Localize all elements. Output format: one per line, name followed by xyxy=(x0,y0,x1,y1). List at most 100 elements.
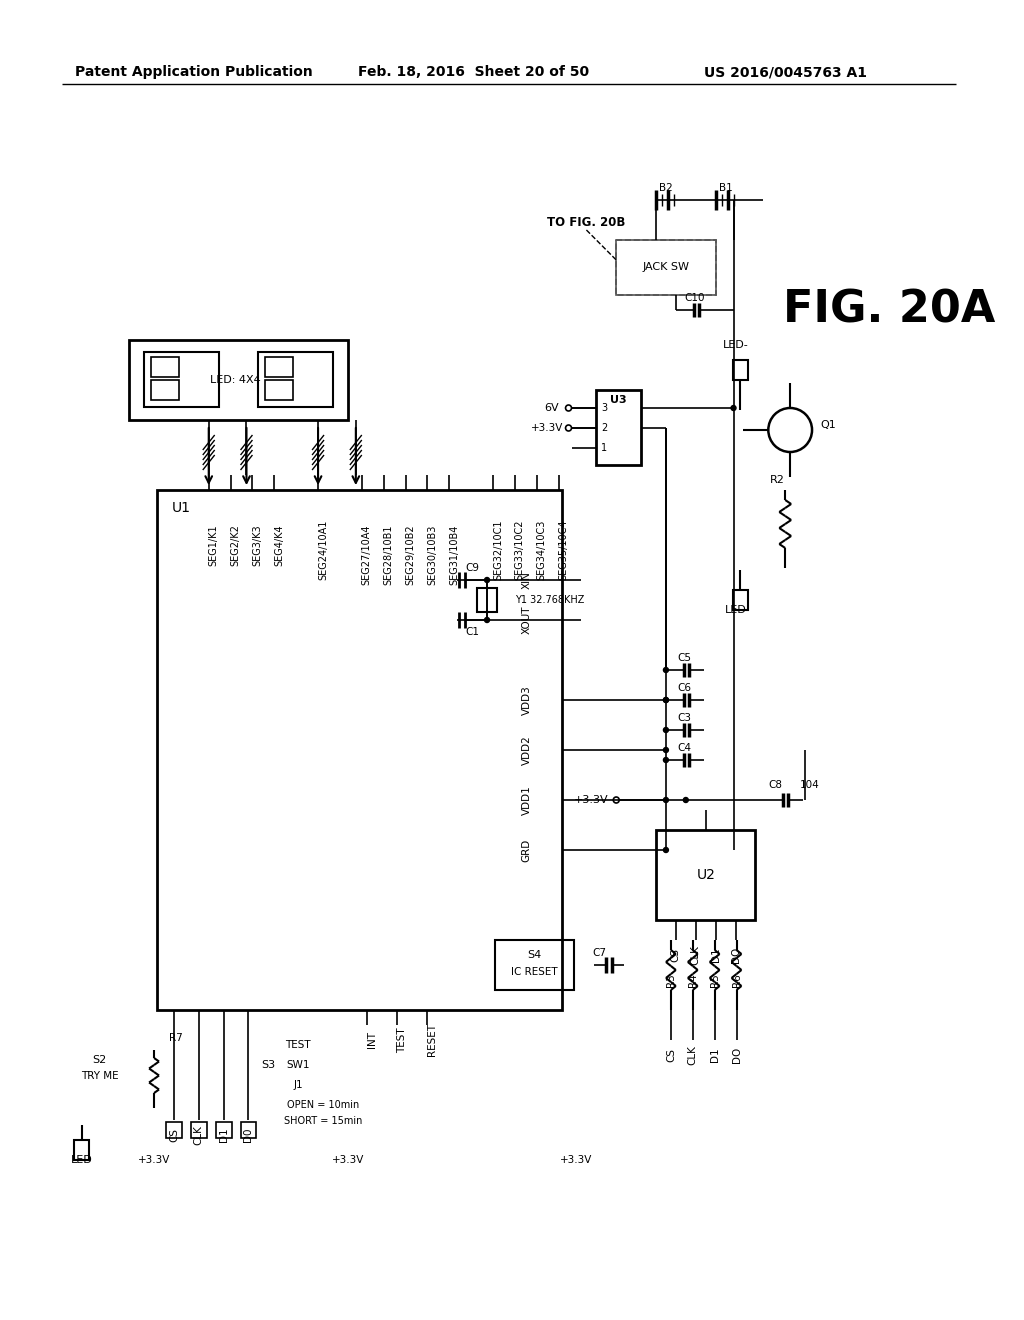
Text: TEST: TEST xyxy=(286,1040,311,1049)
Text: C10: C10 xyxy=(684,293,705,304)
Text: CLK: CLK xyxy=(194,1125,204,1144)
Text: B1: B1 xyxy=(719,183,732,193)
Text: SEG35/10C4: SEG35/10C4 xyxy=(558,520,568,581)
Text: R5: R5 xyxy=(710,973,720,987)
Text: +3.3V: +3.3V xyxy=(530,422,563,433)
Bar xyxy=(596,389,641,465)
Text: TO FIG. 20B: TO FIG. 20B xyxy=(547,215,626,228)
Bar xyxy=(732,360,749,380)
Text: R7: R7 xyxy=(169,1034,182,1043)
Text: +3.3V: +3.3V xyxy=(560,1155,593,1166)
Text: SEG27/10A4: SEG27/10A4 xyxy=(361,525,372,585)
Circle shape xyxy=(664,847,669,853)
Circle shape xyxy=(683,797,688,803)
Text: S4: S4 xyxy=(527,950,542,960)
Text: Feb. 18, 2016  Sheet 20 of 50: Feb. 18, 2016 Sheet 20 of 50 xyxy=(357,65,589,79)
Circle shape xyxy=(484,578,489,582)
Text: JACK SW: JACK SW xyxy=(642,261,689,272)
Text: CS: CS xyxy=(671,948,681,962)
Text: S3: S3 xyxy=(261,1060,275,1071)
Text: SEG33/10C2: SEG33/10C2 xyxy=(515,520,525,581)
Bar xyxy=(495,940,574,990)
Text: 6V: 6V xyxy=(545,403,559,413)
Text: SEG34/10C3: SEG34/10C3 xyxy=(537,520,547,581)
Text: 1: 1 xyxy=(601,444,607,453)
Bar xyxy=(157,490,561,1010)
Circle shape xyxy=(731,405,736,411)
Text: C4: C4 xyxy=(678,743,692,752)
Text: 3: 3 xyxy=(601,403,607,413)
Bar xyxy=(656,830,756,920)
Bar xyxy=(129,341,348,420)
Circle shape xyxy=(664,797,669,803)
Text: D1: D1 xyxy=(219,1127,228,1142)
Text: SEG28/10B1: SEG28/10B1 xyxy=(384,525,393,585)
Text: C9: C9 xyxy=(465,564,479,573)
Text: US 2016/0045763 A1: US 2016/0045763 A1 xyxy=(703,65,866,79)
Text: DO: DO xyxy=(731,1047,741,1063)
Text: SEG3/K3: SEG3/K3 xyxy=(253,524,262,566)
Text: B2: B2 xyxy=(659,183,673,193)
Text: SEG29/10B2: SEG29/10B2 xyxy=(406,524,416,585)
Text: C6: C6 xyxy=(678,682,692,693)
Bar xyxy=(190,1122,207,1138)
Text: CLK: CLK xyxy=(688,1045,697,1065)
Text: SEG31/10B4: SEG31/10B4 xyxy=(450,525,459,585)
Text: SEG24/10A1: SEG24/10A1 xyxy=(318,520,328,581)
Text: R4: R4 xyxy=(688,973,697,987)
Bar xyxy=(258,352,333,407)
Text: D0: D0 xyxy=(244,1127,254,1142)
Circle shape xyxy=(484,618,489,623)
Bar xyxy=(732,590,749,610)
Text: R3: R3 xyxy=(666,973,676,987)
Text: C1: C1 xyxy=(465,627,479,638)
Text: U1: U1 xyxy=(172,502,190,515)
Text: SW1: SW1 xyxy=(287,1060,310,1071)
Text: LED: 4X4: LED: 4X4 xyxy=(210,375,261,385)
Text: LED-: LED- xyxy=(723,341,749,350)
Text: R6: R6 xyxy=(731,973,741,987)
Text: 104: 104 xyxy=(800,780,820,789)
Text: VDD3: VDD3 xyxy=(522,685,531,715)
Text: D1: D1 xyxy=(710,1048,720,1063)
Text: D1: D1 xyxy=(711,948,721,962)
Bar xyxy=(216,1122,231,1138)
Text: TRY ME: TRY ME xyxy=(81,1071,118,1081)
Text: SEG30/10B3: SEG30/10B3 xyxy=(427,525,437,585)
Text: C8: C8 xyxy=(768,780,782,789)
Text: CS: CS xyxy=(169,1129,179,1142)
Text: C5: C5 xyxy=(678,653,692,663)
Bar xyxy=(616,240,716,294)
Text: Y1 32.768KHZ: Y1 32.768KHZ xyxy=(515,595,585,605)
Text: Patent Application Publication: Patent Application Publication xyxy=(75,65,312,79)
Bar xyxy=(616,240,716,294)
Circle shape xyxy=(664,727,669,733)
Text: +3.3V: +3.3V xyxy=(138,1155,170,1166)
Text: SEG1/K1: SEG1/K1 xyxy=(209,524,219,566)
Text: +3.3V: +3.3V xyxy=(574,795,608,805)
Text: OPEN = 10min: OPEN = 10min xyxy=(287,1100,359,1110)
Text: CS: CS xyxy=(666,1048,676,1063)
Text: U3: U3 xyxy=(610,395,627,405)
Circle shape xyxy=(664,697,669,702)
Bar xyxy=(166,1122,182,1138)
Bar xyxy=(152,380,179,400)
Text: C7: C7 xyxy=(592,948,606,958)
Text: INT: INT xyxy=(368,1031,378,1048)
Text: IC RESET: IC RESET xyxy=(511,968,558,977)
Text: SEG2/K2: SEG2/K2 xyxy=(230,524,241,566)
Circle shape xyxy=(664,758,669,763)
Text: DO: DO xyxy=(730,946,740,964)
Bar xyxy=(265,356,293,378)
Bar xyxy=(152,356,179,378)
Text: J1: J1 xyxy=(293,1080,303,1090)
Text: CLK: CLK xyxy=(691,945,700,965)
Text: FIG. 20A: FIG. 20A xyxy=(783,289,995,331)
Text: Q1: Q1 xyxy=(820,420,836,430)
Text: LED: LED xyxy=(725,605,746,615)
Text: XOUT: XOUT xyxy=(522,606,531,634)
Text: U2: U2 xyxy=(696,869,715,882)
Text: C3: C3 xyxy=(678,713,692,723)
Text: GRD: GRD xyxy=(522,838,531,862)
Bar xyxy=(144,352,219,407)
